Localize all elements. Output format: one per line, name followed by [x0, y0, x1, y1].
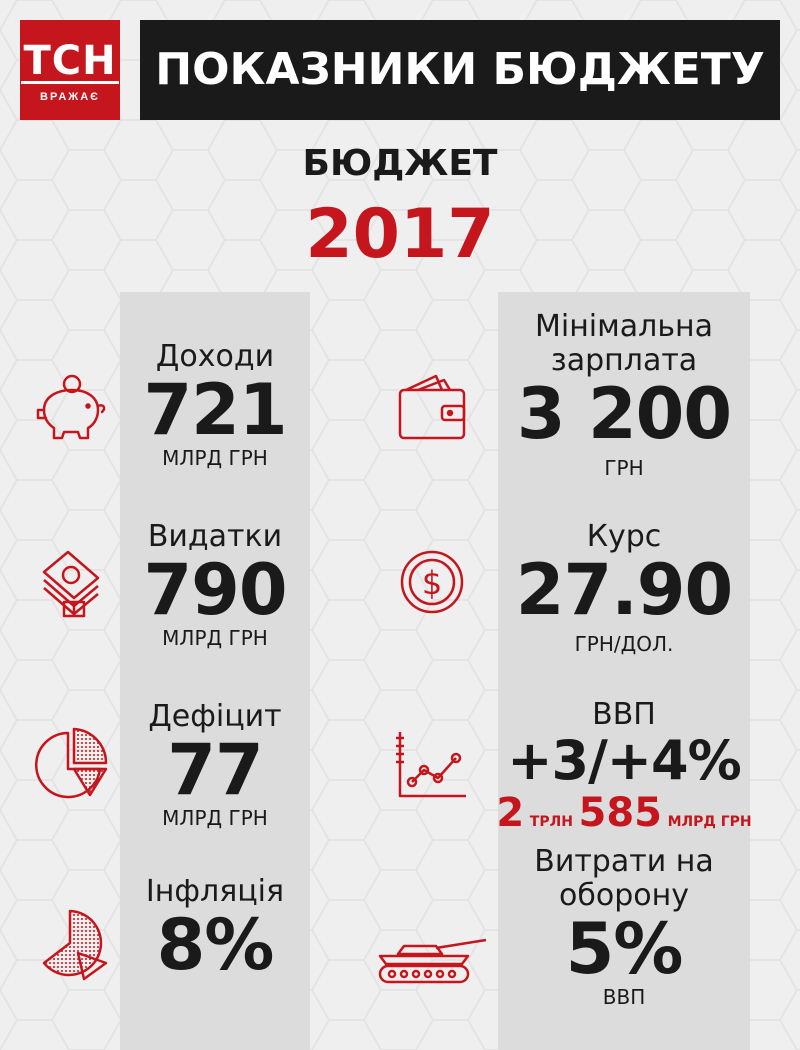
tsn-logo: ТСН ВРАЖАЄ — [20, 20, 120, 120]
piggy-bank-icon — [36, 374, 106, 440]
line-chart-icon — [396, 732, 466, 798]
min-wage-label-line2: зарплата — [550, 343, 698, 378]
gdp-amount: 2 ТРЛН 585 МЛРД ГРН — [494, 790, 754, 836]
gdp-trillion: 2 — [496, 790, 525, 836]
min-wage-value: 3 200 — [516, 373, 732, 455]
svg-text:$: $ — [422, 564, 442, 602]
min-wage-unit: ГРН — [604, 456, 644, 480]
expenses-unit: МЛРД ГРН — [162, 626, 268, 650]
defense-value: 5% — [565, 908, 684, 990]
deficit-value: 77 — [167, 729, 263, 811]
gdp-billion-unit: МЛРД ГРН — [667, 814, 752, 830]
rate-block: Курс 27.90 ГРН/ДОЛ. — [504, 519, 744, 657]
expenses-value: 790 — [143, 549, 287, 631]
wallet-icon — [398, 374, 466, 440]
header-bar: ПОКАЗНИКИ БЮДЖЕТУ — [140, 20, 780, 120]
rate-value: 27.90 — [515, 549, 733, 631]
revenue-unit: МЛРД ГРН — [162, 446, 268, 470]
rate-unit: ГРН/ДОЛ. — [574, 632, 674, 656]
inflation-label: Інфляція — [145, 874, 285, 909]
defense-label-line1: Витрати на — [534, 844, 714, 879]
revenue-block: Доходи 721 МЛРД ГРН — [140, 339, 290, 471]
gdp-label: ВВП — [592, 697, 656, 732]
expenses-block: Видатки 790 МЛРД ГРН — [140, 519, 290, 651]
revenue-value: 721 — [143, 369, 287, 451]
pie-slice-icon — [42, 909, 108, 981]
defense-unit: ВВП — [602, 985, 646, 1009]
money-stack-icon — [42, 550, 100, 618]
deficit-unit: МЛРД ГРН — [162, 806, 268, 830]
deficit-label: Дефіцит — [148, 699, 282, 734]
budget-label: БЮДЖЕТ — [302, 143, 498, 184]
gdp-billion: 585 — [578, 790, 663, 836]
gdp-trillion-unit: ТРЛН — [529, 814, 573, 830]
defense-label-line2: оборону — [559, 878, 689, 913]
gdp-block: ВВП +3/+4% 2 ТРЛН 585 МЛРД ГРН — [494, 697, 754, 837]
defense-block: Витрати на оборону 5% ВВП — [504, 844, 744, 1010]
tank-icon — [378, 938, 487, 984]
pie-chart-icon — [35, 727, 108, 799]
logo-brand: ТСН — [21, 38, 119, 84]
inflation-block: Інфляція 8% — [130, 874, 300, 986]
budget-year: 2017 — [305, 195, 495, 274]
right-column — [498, 292, 750, 1050]
revenue-label: Доходи — [155, 339, 275, 374]
expenses-label: Видатки — [147, 519, 283, 554]
gdp-value: +3/+4% — [507, 729, 741, 792]
deficit-block: Дефіцит 77 МЛРД ГРН — [140, 699, 290, 831]
dollar-coin-icon: $ — [400, 550, 464, 614]
left-column — [120, 292, 310, 1050]
inflation-value: 8% — [156, 904, 275, 986]
min-wage-block: Мінімальна зарплата 3 200 ГРН — [504, 309, 744, 481]
page-title: ПОКАЗНИКИ БЮДЖЕТУ — [155, 44, 765, 95]
rate-label: Курс — [586, 519, 662, 554]
logo-tagline: ВРАЖАЄ — [40, 91, 100, 103]
min-wage-label-line1: Мінімальна — [534, 309, 714, 344]
